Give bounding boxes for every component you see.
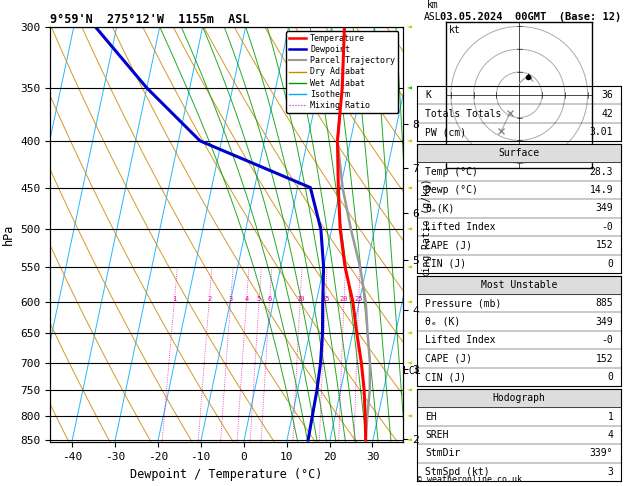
Text: PW (cm): PW (cm) — [425, 127, 466, 137]
Text: ◄: ◄ — [407, 225, 412, 234]
Text: 5: 5 — [257, 296, 261, 302]
Text: 28.3: 28.3 — [590, 167, 613, 176]
Text: 36: 36 — [601, 90, 613, 100]
Text: 885: 885 — [596, 298, 613, 308]
Text: 2: 2 — [207, 296, 211, 302]
Text: 0: 0 — [608, 259, 613, 269]
Text: 20: 20 — [340, 296, 348, 302]
Text: Hodograph: Hodograph — [493, 393, 546, 403]
Text: Pressure (mb): Pressure (mb) — [425, 298, 501, 308]
Text: SREH: SREH — [425, 430, 448, 440]
Text: ◄: ◄ — [407, 386, 412, 395]
Text: EH: EH — [425, 412, 437, 421]
Text: Temp (°C): Temp (°C) — [425, 167, 478, 176]
Text: © weatheronline.co.uk: © weatheronline.co.uk — [417, 475, 522, 484]
Text: 0: 0 — [608, 372, 613, 382]
Text: Lifted Index: Lifted Index — [425, 335, 496, 345]
Text: Lifted Index: Lifted Index — [425, 222, 496, 232]
Y-axis label: hPa: hPa — [2, 224, 15, 245]
Text: 42: 42 — [601, 109, 613, 119]
Text: 152: 152 — [596, 241, 613, 250]
Text: θₑ (K): θₑ (K) — [425, 317, 460, 327]
Text: CIN (J): CIN (J) — [425, 372, 466, 382]
Text: 3: 3 — [608, 467, 613, 477]
Text: 3: 3 — [228, 296, 233, 302]
Text: CAPE (J): CAPE (J) — [425, 354, 472, 364]
Text: 10: 10 — [296, 296, 304, 302]
Text: 6: 6 — [267, 296, 272, 302]
Text: Most Unstable: Most Unstable — [481, 280, 557, 290]
Text: 9°59'N  275°12'W  1155m  ASL: 9°59'N 275°12'W 1155m ASL — [50, 13, 250, 26]
Text: Totals Totals: Totals Totals — [425, 109, 501, 119]
Text: km
ASL: km ASL — [424, 0, 442, 22]
Text: 349: 349 — [596, 204, 613, 213]
Text: ◄: ◄ — [407, 435, 412, 444]
Text: StmSpd (kt): StmSpd (kt) — [425, 467, 490, 477]
Text: 15: 15 — [321, 296, 330, 302]
Text: CAPE (J): CAPE (J) — [425, 241, 472, 250]
Text: StmDir: StmDir — [425, 449, 460, 458]
Text: Surface: Surface — [499, 148, 540, 158]
Text: ◄: ◄ — [407, 329, 412, 338]
Text: 14.9: 14.9 — [590, 185, 613, 195]
Text: ◄: ◄ — [407, 22, 412, 31]
Text: 152: 152 — [596, 354, 613, 364]
Text: ◄: ◄ — [407, 183, 412, 192]
Bar — [417, 144, 621, 162]
Text: ◄: ◄ — [407, 263, 412, 272]
Text: -0: -0 — [601, 222, 613, 232]
Text: 1: 1 — [608, 412, 613, 421]
Text: ◄: ◄ — [407, 137, 412, 145]
Text: kt: kt — [449, 25, 461, 35]
Text: θₑ(K): θₑ(K) — [425, 204, 455, 213]
Text: -0: -0 — [601, 335, 613, 345]
Text: 339°: 339° — [590, 449, 613, 458]
Bar — [417, 276, 621, 294]
Text: 1: 1 — [172, 296, 177, 302]
Text: 349: 349 — [596, 317, 613, 327]
Legend: Temperature, Dewpoint, Parcel Trajectory, Dry Adiabat, Wet Adiabat, Isotherm, Mi: Temperature, Dewpoint, Parcel Trajectory… — [286, 31, 398, 113]
Bar — [417, 389, 621, 407]
Text: 3.01: 3.01 — [590, 127, 613, 137]
Text: ◄: ◄ — [407, 297, 412, 306]
Text: CIN (J): CIN (J) — [425, 259, 466, 269]
Text: 4: 4 — [244, 296, 248, 302]
Text: 03.05.2024  00GMT  (Base: 12): 03.05.2024 00GMT (Base: 12) — [440, 12, 621, 22]
X-axis label: Dewpoint / Temperature (°C): Dewpoint / Temperature (°C) — [130, 468, 323, 481]
Text: ◄: ◄ — [407, 358, 412, 367]
Text: ◄: ◄ — [407, 84, 412, 92]
Y-axis label: Mixing Ratio (g/kg): Mixing Ratio (g/kg) — [422, 179, 432, 290]
Text: K: K — [425, 90, 431, 100]
Text: LCL: LCL — [403, 366, 420, 376]
Text: ◄: ◄ — [407, 411, 412, 420]
Text: 4: 4 — [608, 430, 613, 440]
Text: 25: 25 — [355, 296, 363, 302]
Text: Dewp (°C): Dewp (°C) — [425, 185, 478, 195]
